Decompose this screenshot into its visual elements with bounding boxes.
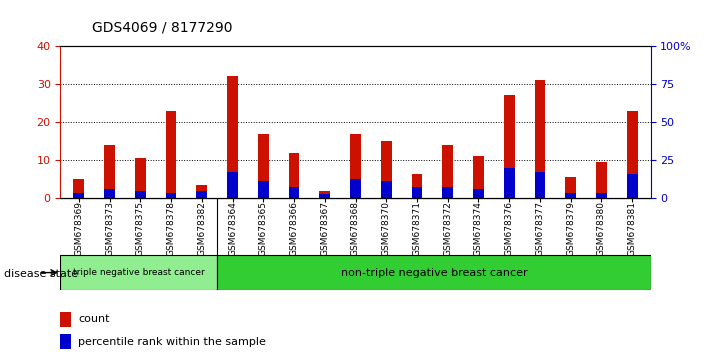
Bar [412,173,422,198]
Bar [504,96,515,198]
Bar [258,133,269,198]
Text: GSM678365: GSM678365 [259,201,268,256]
Text: GSM678382: GSM678382 [198,201,206,256]
Bar [473,156,483,198]
Bar [228,172,238,198]
Bar [565,193,576,198]
Text: GSM678368: GSM678368 [351,201,360,256]
Bar [319,194,330,198]
Bar [73,179,85,198]
Bar [60,312,71,327]
Text: GSM678375: GSM678375 [136,201,145,256]
Bar [60,334,71,349]
Bar [289,187,299,198]
Text: GSM678374: GSM678374 [474,201,483,256]
Text: GSM678372: GSM678372 [443,201,452,256]
Text: non-triple negative breast cancer: non-triple negative breast cancer [341,268,527,278]
Bar [258,181,269,198]
Bar [105,189,115,198]
Bar [60,255,217,290]
Bar [196,185,207,198]
Text: GSM678373: GSM678373 [105,201,114,256]
Bar [228,76,238,198]
Bar [381,181,392,198]
Bar [596,193,606,198]
Bar [504,168,515,198]
Bar [196,190,207,198]
Bar [535,80,545,198]
Bar [442,145,453,198]
Text: GSM678381: GSM678381 [628,201,636,256]
Bar [626,173,638,198]
Text: GSM678364: GSM678364 [228,201,237,256]
Text: GSM678370: GSM678370 [382,201,391,256]
Bar [217,255,651,290]
Text: GSM678371: GSM678371 [412,201,422,256]
Bar [289,153,299,198]
Bar [626,111,638,198]
Text: GSM678378: GSM678378 [166,201,176,256]
Bar [105,145,115,198]
Text: disease state: disease state [4,269,77,279]
Bar [350,179,361,198]
Bar [135,158,146,198]
Bar [565,177,576,198]
Bar [166,111,176,198]
Text: triple negative breast cancer: triple negative breast cancer [73,268,205,277]
Bar [73,193,85,198]
Bar [319,190,330,198]
Text: GSM678380: GSM678380 [597,201,606,256]
Bar [166,193,176,198]
Text: GSM678379: GSM678379 [566,201,575,256]
Text: GSM678369: GSM678369 [75,201,83,256]
Text: count: count [78,314,109,324]
Text: GSM678366: GSM678366 [289,201,299,256]
Text: GSM678377: GSM678377 [535,201,545,256]
Bar [350,133,361,198]
Bar [596,162,606,198]
Text: GDS4069 / 8177290: GDS4069 / 8177290 [92,21,233,35]
Bar [535,172,545,198]
Text: percentile rank within the sample: percentile rank within the sample [78,337,266,347]
Bar [381,141,392,198]
Bar [442,187,453,198]
Text: GSM678367: GSM678367 [320,201,329,256]
Text: GSM678376: GSM678376 [505,201,513,256]
Bar [135,190,146,198]
Bar [473,189,483,198]
Bar [412,187,422,198]
